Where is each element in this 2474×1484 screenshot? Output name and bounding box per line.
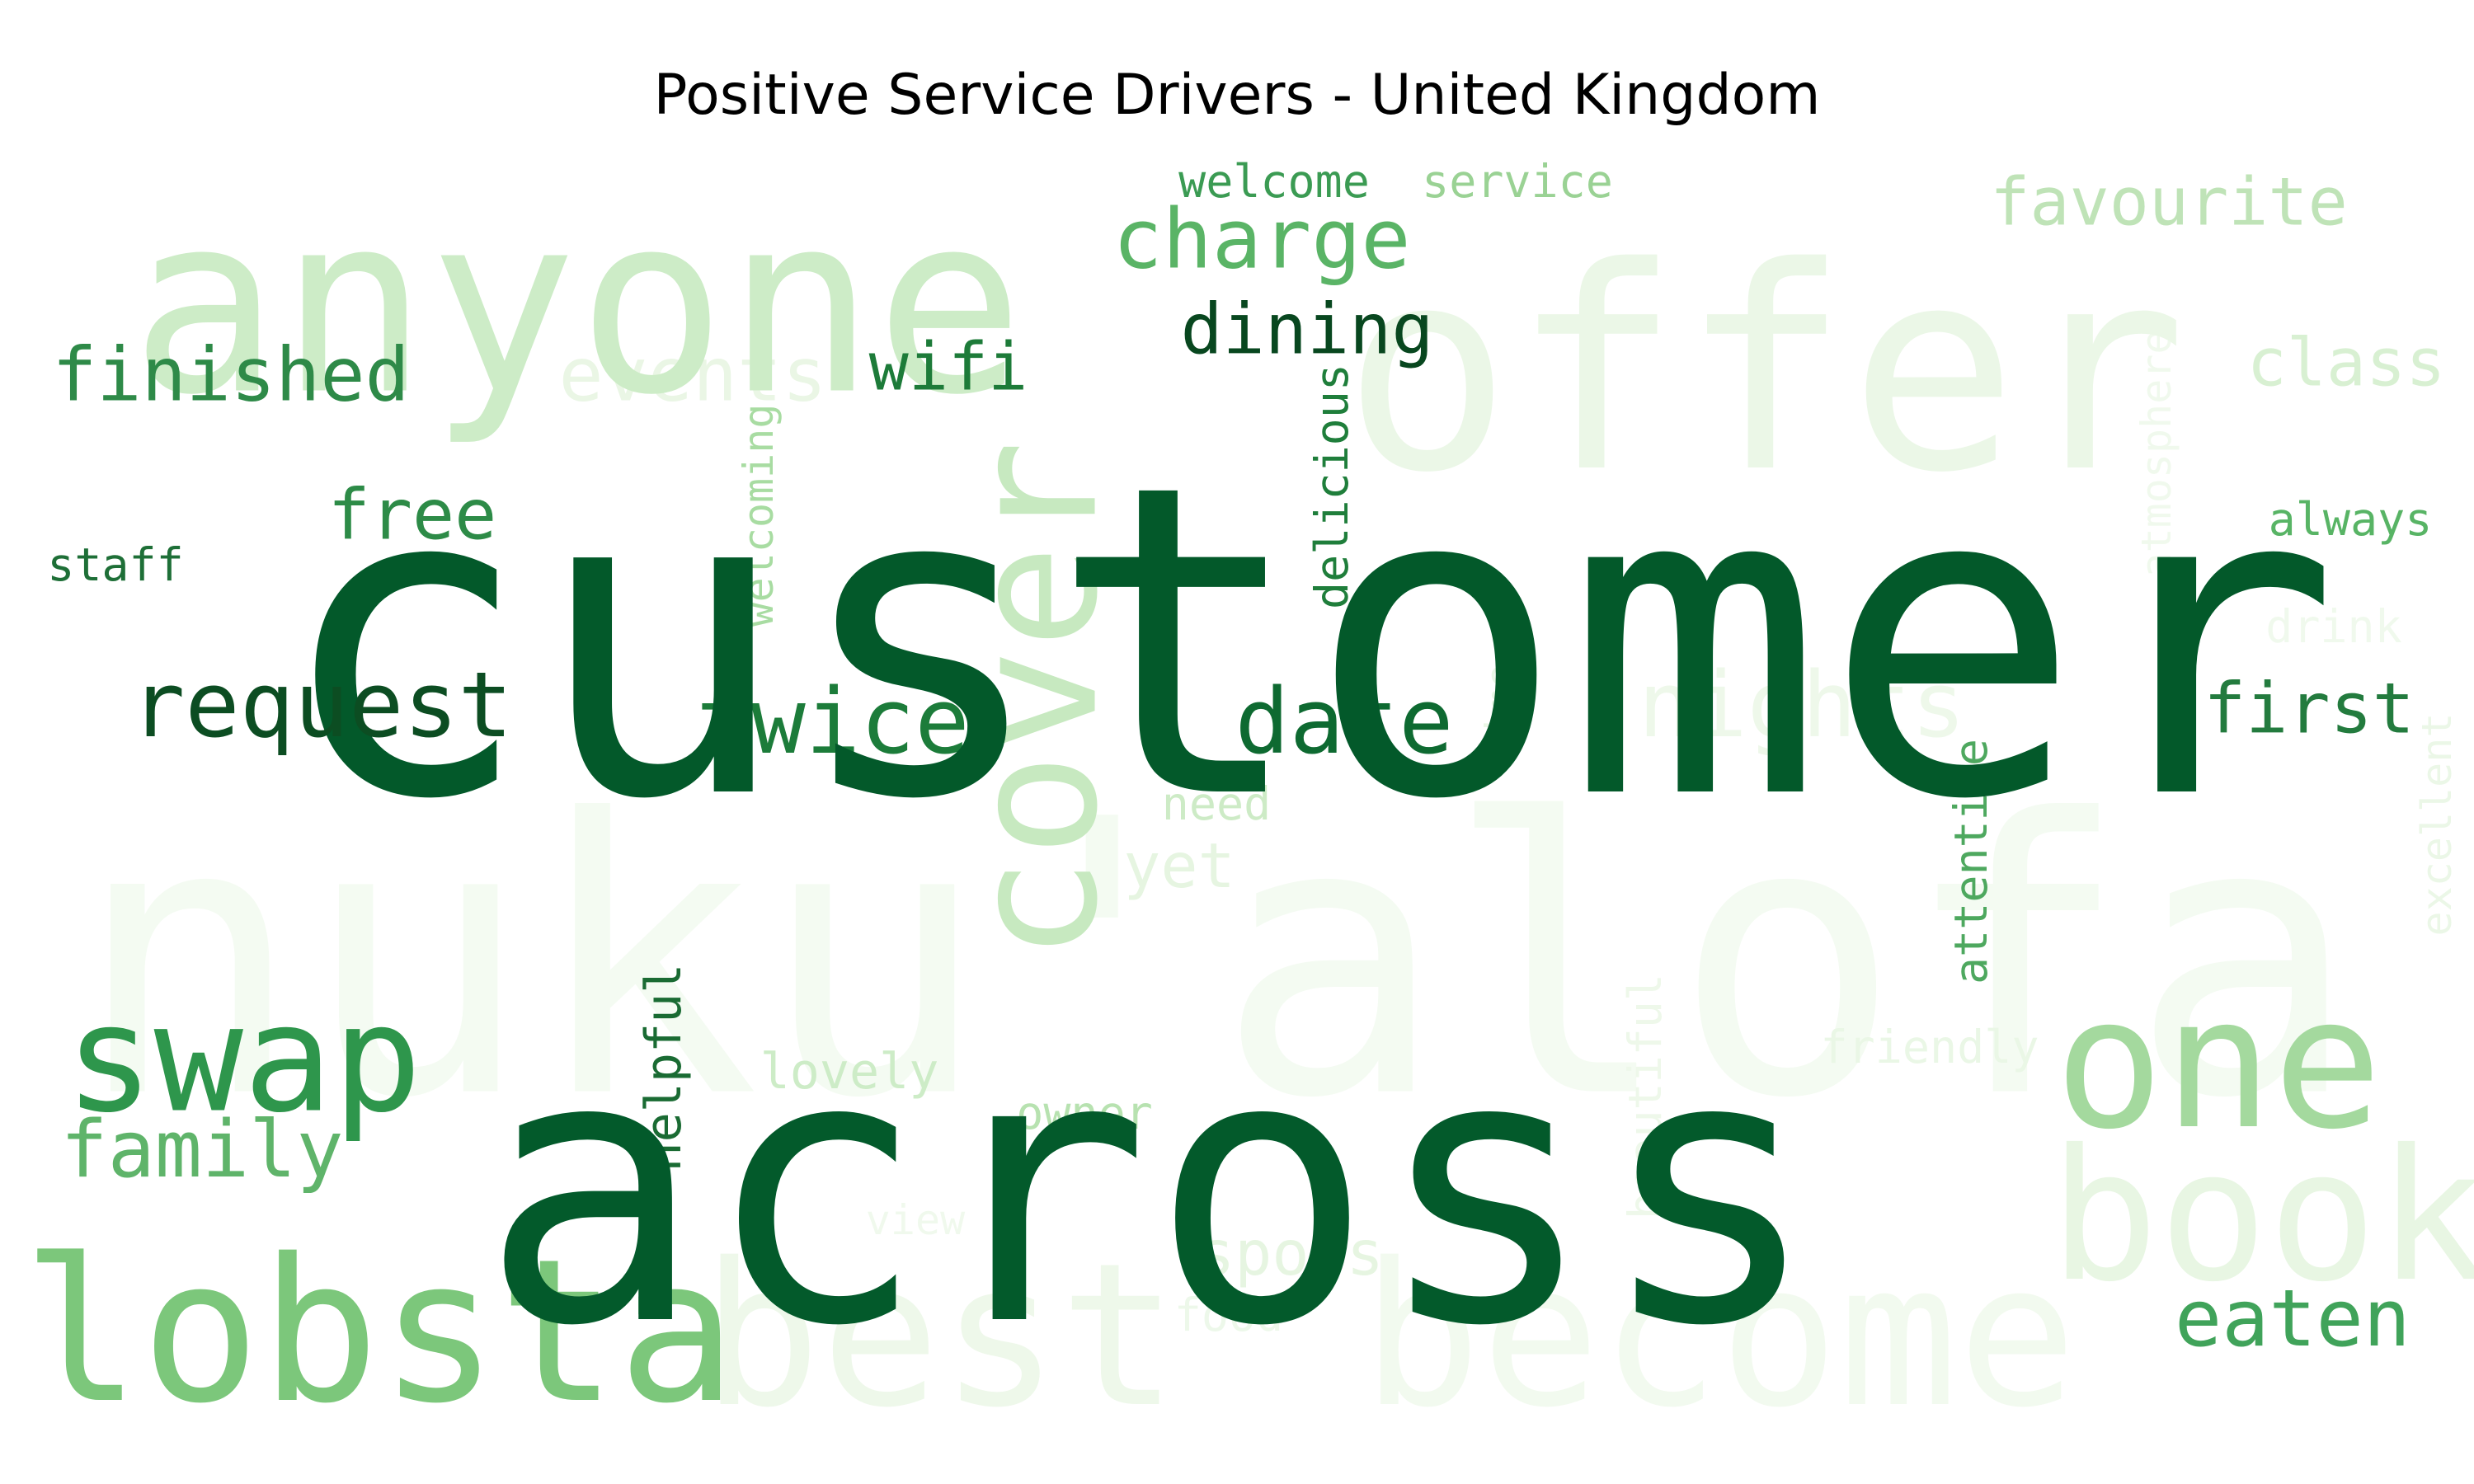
word-always: always (2269, 493, 2433, 546)
word-need: need (1162, 777, 1271, 830)
word-anyone: anyone (130, 162, 1024, 449)
word-excellent: excellent (2413, 713, 2461, 937)
word-offer: offer (1343, 208, 2187, 534)
word-spots: spots (1197, 1217, 1384, 1289)
word-attentive: attentive (1945, 739, 1997, 984)
word-lovely: lovely (760, 1043, 939, 1101)
word-time: time (1477, 664, 1525, 763)
word-request: request (130, 652, 513, 758)
word-beautiful: beautiful (1619, 974, 1672, 1219)
word-helpful: helpful (635, 964, 693, 1172)
word-finished: finished (52, 332, 409, 419)
word-dining: dining (1180, 289, 1433, 371)
word-food: food (1174, 1289, 1283, 1341)
chart-title: Positive Service Drivers - United Kingdo… (653, 63, 1821, 128)
word-atmosphere: atmosphere (2133, 329, 2180, 577)
word-nukualofa: nuku'alofa (74, 740, 2358, 1181)
word-eaten: eaten (2175, 1274, 2411, 1364)
word-free: free (328, 475, 497, 556)
word-become: become (1362, 1220, 2077, 1451)
word-events: events (558, 332, 826, 419)
word-friendly: friendly (1821, 1021, 2039, 1073)
word-twice: twice (696, 669, 969, 774)
word-lobsta: lobsta (22, 1216, 737, 1447)
word-class: class (2247, 325, 2446, 402)
word-book: book (2049, 1111, 2474, 1322)
word-delicious: delicious (1305, 364, 1358, 609)
word-family: family (60, 1105, 343, 1195)
word-date: date (1235, 669, 1454, 774)
word-wifi: wifi (869, 329, 1028, 406)
word-yet: yet (1123, 829, 1235, 902)
word-view: view (866, 1196, 966, 1244)
word-owner: owner (1016, 1087, 1153, 1139)
word-swap: swap (64, 974, 421, 1146)
word-service: service (1422, 155, 1613, 208)
word-favourite: favourite (1990, 164, 2347, 241)
word-customer: customer (275, 393, 2340, 893)
word-staff: staff (47, 538, 184, 591)
word-drink: drink (2265, 600, 2402, 653)
word-nights: nights (1638, 652, 1965, 758)
word-charge: charge (1112, 191, 1410, 288)
word-cover: cover (934, 440, 1136, 961)
word-across: across (480, 975, 1821, 1407)
word-best: best (702, 1220, 1178, 1451)
word-one: one (2054, 958, 2382, 1169)
word-welcome: welcome (1178, 155, 1370, 208)
word-welcoming: welcoming (735, 404, 783, 627)
word-first: first (2204, 669, 2415, 750)
